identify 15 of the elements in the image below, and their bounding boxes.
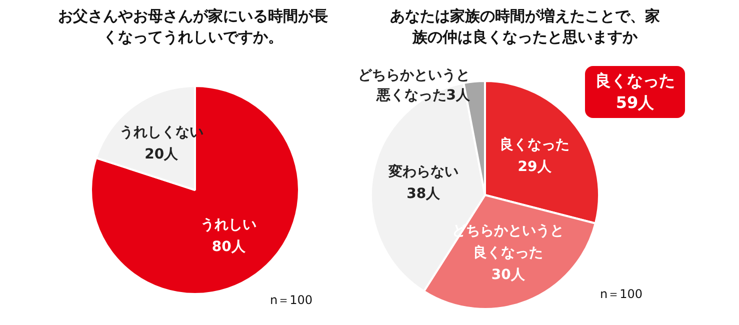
data-label: 80人 (212, 238, 246, 255)
text: n＝100 (600, 286, 643, 303)
data-label: 38人 (406, 186, 442, 202)
data-label: 20人 (144, 146, 180, 162)
text: n＝100 (270, 292, 313, 309)
slice-label: うれしくない (119, 124, 204, 140)
slice-label: どちらかというと悪くなった3人 (358, 68, 471, 104)
chart-title: お父さんやお母さんが家にいる時間が長くなってうれしいですか。 (58, 6, 328, 48)
slice-label: 良くなった (500, 136, 570, 154)
data-label: 29人 (518, 159, 552, 176)
text: 良くなった 59人 (585, 66, 685, 118)
chart-title: あなたは家族の時間が増えたことで、家族の仲は良くなったと思いますか (390, 6, 660, 48)
slice-label: 変わらない (387, 162, 458, 180)
data-label: 30人 (491, 266, 526, 283)
slice-label: うれしい (200, 216, 257, 233)
